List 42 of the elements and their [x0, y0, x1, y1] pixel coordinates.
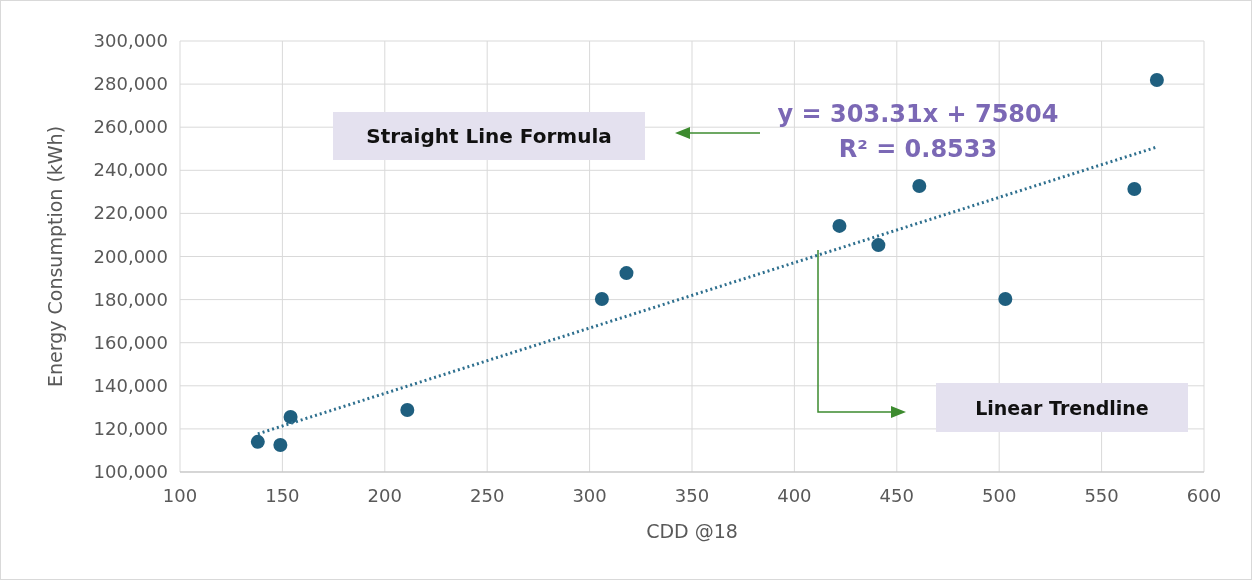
y-tick-label: 300,000 — [93, 30, 168, 51]
x-axis-title: CDD @18 — [646, 520, 738, 542]
x-tick-label: 500 — [982, 485, 1017, 506]
x-tick-label: 350 — [674, 485, 710, 506]
point — [832, 218, 847, 233]
y-tick-label: 160,000 — [93, 331, 168, 353]
y-tick-label: 260,000 — [93, 116, 168, 138]
x-tick-label: 300 — [572, 485, 607, 506]
y-tick-label: 220,000 — [93, 202, 168, 224]
point — [871, 238, 886, 253]
annotation: Straight Line Formula — [366, 124, 612, 148]
y-tick-label: 140,000 — [93, 374, 168, 396]
point — [250, 434, 265, 449]
point — [1149, 73, 1164, 88]
y-tick-label: 240,000 — [93, 159, 168, 181]
point — [273, 438, 288, 453]
point — [619, 266, 634, 281]
text-box: Straight Line Formula — [333, 112, 645, 160]
point — [400, 402, 415, 417]
y-tick-label: 280,000 — [93, 73, 168, 95]
point — [1127, 182, 1142, 197]
point — [998, 291, 1013, 306]
y-tick-label: 200,000 — [93, 245, 168, 267]
x-tick-label: 250 — [470, 485, 505, 506]
x-tick-label: 100 — [162, 485, 198, 506]
x-tick-label: 550 — [1084, 485, 1119, 506]
x-tick-label: 450 — [879, 485, 914, 506]
point — [912, 179, 927, 194]
y-tick-label: 100,000 — [93, 461, 168, 482]
x-tick-label: 400 — [777, 485, 812, 506]
text-box: Linear Trendline — [936, 383, 1188, 432]
x-tick-label: 600 — [1186, 485, 1222, 506]
y-axis-title: Energy Consumption (kWh) — [44, 125, 66, 388]
annotation: y = 303.31x + 75804 — [777, 100, 1059, 128]
y-tick-label: 180,000 — [93, 288, 168, 310]
y-tick-label: 120,000 — [93, 417, 168, 439]
x-tick-label: 200 — [367, 485, 402, 506]
annotation: Linear Trendline — [975, 397, 1149, 419]
point — [594, 291, 609, 306]
point — [283, 410, 298, 425]
x-tick-label: 150 — [265, 485, 300, 506]
annotation: R² = 0.8533 — [838, 135, 998, 163]
